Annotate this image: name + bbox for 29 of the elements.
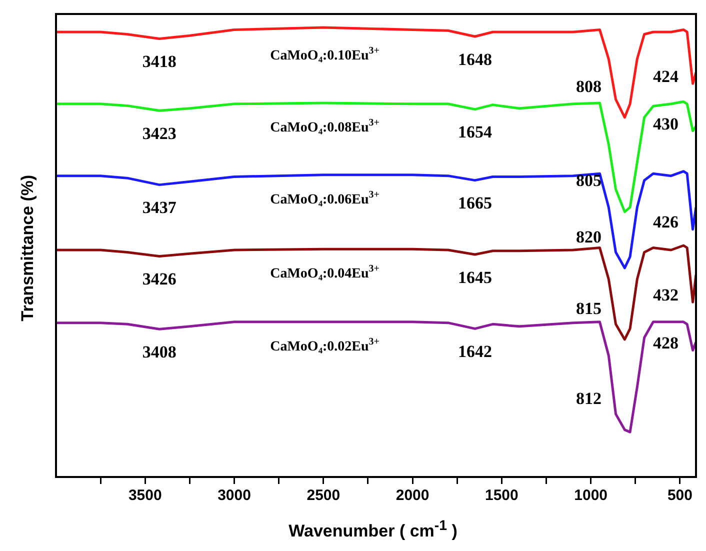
annotation: 3437	[142, 198, 177, 218]
annotation: 428	[653, 334, 679, 353]
annotation: 1654	[458, 122, 492, 142]
annotation: 3426	[142, 270, 176, 289]
annotation: 805	[576, 171, 602, 190]
x-tick-label: 3500	[128, 487, 162, 504]
annotation: 815	[576, 298, 602, 318]
annotation: 3418	[142, 52, 176, 72]
annotation: 1648	[458, 50, 492, 69]
annotation: 812	[576, 389, 602, 408]
x-tick-label: 2500	[306, 487, 340, 504]
x-tick-label: 1000	[574, 487, 608, 504]
annotation: 424	[653, 67, 680, 86]
annotation: 3408	[142, 342, 176, 362]
x-tick-label: 500	[667, 487, 692, 504]
annotation: 1642	[458, 342, 492, 362]
x-tick-label: 1500	[484, 487, 518, 504]
annotation: 808	[576, 76, 602, 96]
annotation: 426	[653, 212, 679, 232]
annotation: 3423	[142, 124, 176, 144]
y-axis-title: Transmittance (%)	[18, 174, 38, 324]
annotation: 432	[653, 286, 679, 305]
x-tick-label: 3000	[218, 487, 251, 504]
annotation: 820	[576, 227, 602, 246]
annotation: 430	[653, 114, 679, 134]
annotation: 1665	[458, 194, 492, 213]
x-axis-title: Wavenumber ( cm$^{-1}$ )	[288, 518, 458, 542]
x-tick-label: 2000	[396, 487, 430, 504]
annotation: 1645	[458, 268, 492, 287]
